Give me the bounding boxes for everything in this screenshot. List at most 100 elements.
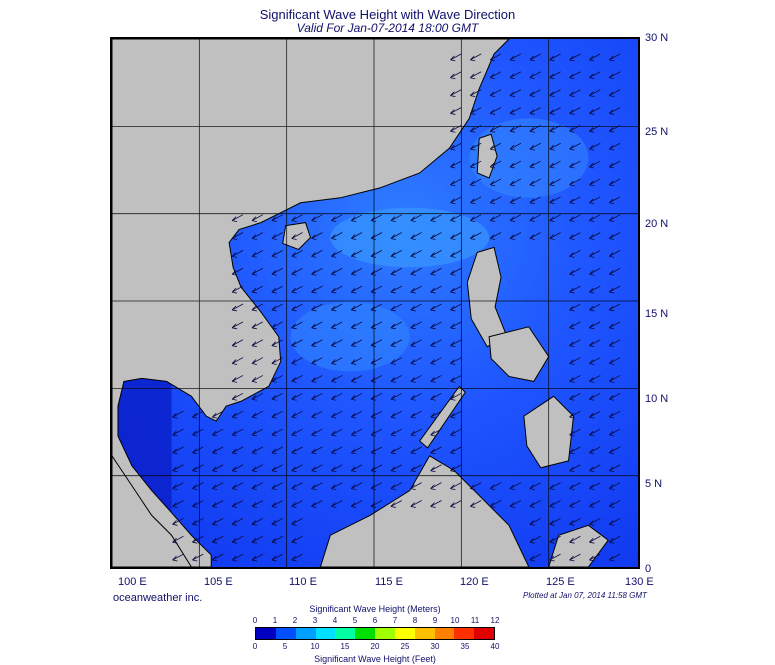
direction-arrow — [569, 392, 581, 401]
direction-arrow — [489, 71, 502, 80]
direction-arrow — [469, 53, 482, 62]
direction-arrow — [589, 71, 601, 80]
direction-arrow — [589, 375, 601, 383]
direction-arrow — [549, 125, 561, 133]
direction-arrow — [549, 214, 561, 223]
direction-arrow — [350, 392, 363, 401]
direction-arrow — [311, 464, 323, 473]
direction-arrow — [331, 303, 343, 312]
direction-arrow — [450, 71, 462, 80]
direction-arrow — [608, 535, 621, 544]
direction-arrow — [350, 321, 363, 330]
direction-arrow — [291, 321, 303, 330]
direction-arrow — [589, 518, 601, 526]
direction-arrow — [450, 482, 462, 490]
direction-arrow — [608, 107, 621, 115]
feet-tick-label: 20 — [370, 642, 380, 651]
direction-arrow — [450, 285, 462, 294]
meter-tick-label: 7 — [392, 616, 398, 625]
direction-arrow — [192, 553, 204, 562]
direction-arrow — [469, 71, 482, 80]
feet-tick-label: 35 — [460, 642, 470, 651]
direction-arrow — [608, 428, 621, 437]
higher-wave-patch — [330, 207, 490, 268]
direction-arrow — [489, 214, 502, 223]
direction-arrow — [370, 250, 383, 258]
direction-arrow — [291, 553, 303, 562]
direction-arrow — [509, 71, 522, 80]
direction-arrow — [192, 482, 204, 490]
direction-arrow — [569, 482, 581, 490]
direction-arrow — [529, 107, 541, 115]
direction-arrow — [231, 535, 244, 544]
higher-wave-patch — [469, 118, 589, 198]
meter-tick-label: 12 — [490, 616, 500, 625]
direction-arrow — [291, 285, 303, 294]
visayas-islands — [488, 326, 550, 382]
direction-arrow — [231, 553, 244, 562]
colorbar-segment — [474, 628, 495, 639]
direction-arrow — [271, 250, 283, 258]
direction-arrow — [489, 160, 502, 169]
direction-arrow — [251, 285, 264, 294]
direction-arrow — [291, 339, 303, 348]
direction-arrow — [509, 160, 522, 169]
direction-arrow — [529, 125, 541, 133]
direction-arrow — [311, 392, 323, 401]
direction-arrow — [569, 375, 581, 383]
direction-arrow — [589, 553, 601, 562]
direction-arrow — [589, 357, 601, 365]
direction-arrow — [390, 250, 402, 258]
direction-arrow — [469, 232, 482, 240]
direction-arrow — [172, 518, 184, 526]
direction-arrow — [450, 232, 462, 240]
direction-arrow — [370, 410, 383, 419]
direction-arrow — [410, 267, 422, 276]
direction-arrow — [231, 482, 244, 490]
direction-arrow — [211, 482, 224, 490]
direction-arrow — [608, 71, 621, 80]
direction-arrow — [410, 428, 422, 437]
feet-tick-label: 5 — [282, 642, 288, 651]
lon-label-125e: 125 E — [546, 576, 575, 588]
direction-arrow — [390, 500, 402, 508]
direction-arrow — [410, 250, 422, 258]
direction-arrow — [430, 375, 442, 383]
direction-arrow — [450, 500, 462, 508]
direction-arrow — [589, 107, 601, 115]
direction-arrow — [549, 535, 561, 544]
lat-label-15n: 15 N — [645, 308, 669, 320]
direction-arrow — [231, 375, 244, 383]
direction-arrow — [350, 285, 363, 294]
direction-arrow — [331, 267, 343, 276]
direction-arrow — [589, 142, 601, 151]
direction-arrow — [529, 196, 541, 205]
direction-arrow — [529, 553, 541, 562]
direction-arrow — [370, 339, 383, 348]
direction-arrow — [450, 303, 462, 312]
direction-arrow — [271, 321, 283, 330]
direction-arrow — [192, 446, 204, 455]
direction-arrow — [231, 303, 244, 312]
direction-arrow — [569, 160, 581, 169]
direction-arrow — [450, 196, 462, 205]
direction-arrow — [569, 500, 581, 508]
direction-arrow — [608, 285, 621, 294]
direction-arrow — [549, 107, 561, 115]
direction-arrow — [489, 232, 502, 240]
direction-arrow — [311, 285, 323, 294]
direction-arrow — [509, 125, 522, 133]
borneo-island — [319, 455, 530, 567]
direction-arrow — [529, 71, 541, 80]
direction-arrow — [231, 214, 244, 223]
direction-arrow — [589, 303, 601, 312]
direction-arrow — [291, 518, 303, 526]
lon-label-105e: 105 E — [204, 576, 233, 588]
direction-arrow — [410, 232, 422, 240]
direction-arrow — [211, 500, 224, 508]
colorbar-feet-title: Significant Wave Height (Feet) — [314, 654, 436, 664]
direction-arrow — [410, 392, 422, 401]
direction-arrow — [291, 428, 303, 437]
direction-arrow — [271, 464, 283, 473]
meter-tick-label: 1 — [272, 616, 278, 625]
